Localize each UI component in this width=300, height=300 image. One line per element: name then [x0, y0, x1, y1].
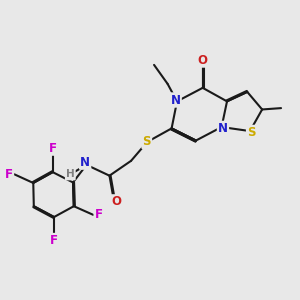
Text: N: N — [80, 156, 90, 169]
Text: S: S — [142, 135, 151, 148]
Text: O: O — [112, 195, 122, 208]
Text: H: H — [66, 169, 75, 179]
Text: F: F — [49, 142, 57, 154]
Text: N: N — [171, 94, 181, 106]
Text: F: F — [5, 168, 13, 181]
Text: O: O — [198, 53, 208, 67]
Text: S: S — [247, 126, 256, 139]
Text: F: F — [50, 234, 58, 247]
Text: F: F — [95, 208, 103, 221]
Text: N: N — [218, 122, 228, 135]
